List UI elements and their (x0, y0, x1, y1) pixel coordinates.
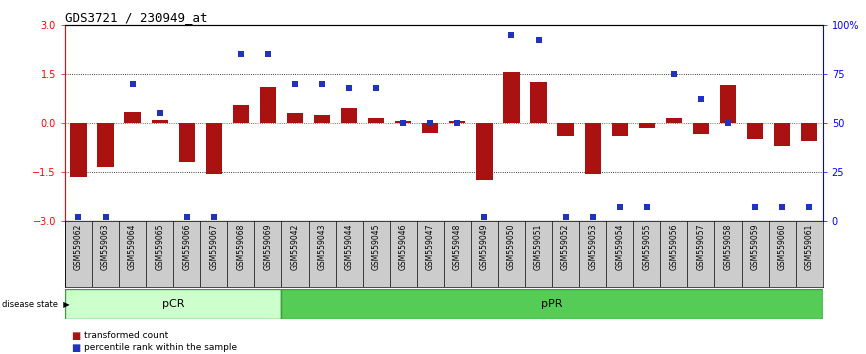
Point (477, 215, 491, 220)
Text: ■: ■ (71, 331, 81, 341)
Point (315, 81, 329, 87)
Point (72, 215, 86, 220)
Point (694, 97, 708, 102)
Bar (178, 123, 195, 162)
Text: GSM559052: GSM559052 (561, 223, 570, 270)
Text: ■: ■ (71, 343, 81, 353)
Bar (287, 113, 303, 123)
Point (802, 205, 816, 210)
Point (180, 215, 194, 220)
Text: GSM559063: GSM559063 (101, 223, 110, 270)
Text: GSM559060: GSM559060 (778, 223, 786, 270)
Point (613, 205, 627, 210)
Point (640, 205, 654, 210)
Bar (152, 120, 168, 123)
Point (234, 51, 248, 57)
Bar (70, 123, 87, 177)
Bar (341, 108, 357, 123)
Text: GSM559049: GSM559049 (480, 223, 489, 270)
Text: GSM559046: GSM559046 (398, 223, 408, 270)
Bar (395, 121, 411, 123)
Point (775, 205, 789, 210)
Bar (720, 85, 736, 123)
Text: GSM559051: GSM559051 (534, 223, 543, 270)
Text: GSM559065: GSM559065 (155, 223, 165, 270)
Bar (260, 87, 276, 123)
Point (207, 215, 221, 220)
Bar (233, 105, 249, 123)
Point (532, 38, 546, 43)
Point (126, 81, 139, 87)
Bar (125, 112, 140, 123)
Text: GSM559048: GSM559048 (453, 223, 462, 270)
Point (397, 120, 410, 126)
Point (152, 110, 166, 116)
Bar (530, 82, 546, 123)
Text: GSM559064: GSM559064 (128, 223, 137, 270)
Text: GSM559042: GSM559042 (290, 223, 300, 270)
Bar (611, 123, 628, 136)
Bar (422, 123, 438, 133)
Point (585, 215, 599, 220)
Bar (476, 123, 493, 180)
Text: GSM559058: GSM559058 (723, 223, 733, 270)
Point (505, 32, 519, 38)
Bar (666, 118, 682, 123)
Bar (97, 123, 113, 167)
Bar (558, 123, 573, 136)
Bar (774, 123, 790, 146)
Point (261, 51, 275, 57)
Bar (801, 123, 818, 141)
Text: GSM559054: GSM559054 (615, 223, 624, 270)
Text: percentile rank within the sample: percentile rank within the sample (84, 343, 237, 352)
Bar (281, 289, 823, 319)
Text: GSM559057: GSM559057 (696, 223, 706, 270)
Bar (638, 123, 655, 128)
Text: GSM559044: GSM559044 (345, 223, 353, 270)
Bar (693, 123, 709, 135)
Bar (313, 115, 330, 123)
Text: GSM559068: GSM559068 (236, 223, 245, 270)
Point (288, 81, 302, 87)
Point (99, 215, 113, 220)
Bar (449, 121, 465, 123)
Text: GSM559066: GSM559066 (182, 223, 191, 270)
Point (721, 120, 735, 126)
Point (667, 71, 681, 77)
Text: GSM559061: GSM559061 (805, 223, 814, 270)
Bar (746, 123, 763, 139)
Point (423, 120, 437, 126)
Text: GSM559045: GSM559045 (372, 223, 381, 270)
Point (369, 85, 383, 91)
Text: GSM559053: GSM559053 (588, 223, 598, 270)
Bar (585, 123, 601, 174)
Text: GSM559055: GSM559055 (643, 223, 651, 270)
Point (748, 205, 762, 210)
Point (559, 215, 572, 220)
Bar (368, 118, 385, 123)
Text: pCR: pCR (162, 298, 184, 309)
Bar (65, 289, 281, 319)
Text: GDS3721 / 230949_at: GDS3721 / 230949_at (65, 11, 208, 24)
Bar (205, 123, 222, 174)
Text: GSM559069: GSM559069 (263, 223, 273, 270)
Text: GSM559062: GSM559062 (74, 223, 83, 270)
Text: GSM559059: GSM559059 (751, 223, 759, 270)
Text: disease state  ▶: disease state ▶ (2, 299, 69, 308)
Text: GSM559056: GSM559056 (669, 223, 678, 270)
Text: GSM559050: GSM559050 (507, 223, 516, 270)
Point (342, 85, 356, 91)
Bar (503, 72, 520, 123)
Text: transformed count: transformed count (84, 331, 168, 340)
Point (450, 120, 464, 126)
Text: GSM559047: GSM559047 (426, 223, 435, 270)
Text: GSM559067: GSM559067 (210, 223, 218, 270)
Text: GSM559043: GSM559043 (318, 223, 326, 270)
Text: pPR: pPR (541, 298, 563, 309)
